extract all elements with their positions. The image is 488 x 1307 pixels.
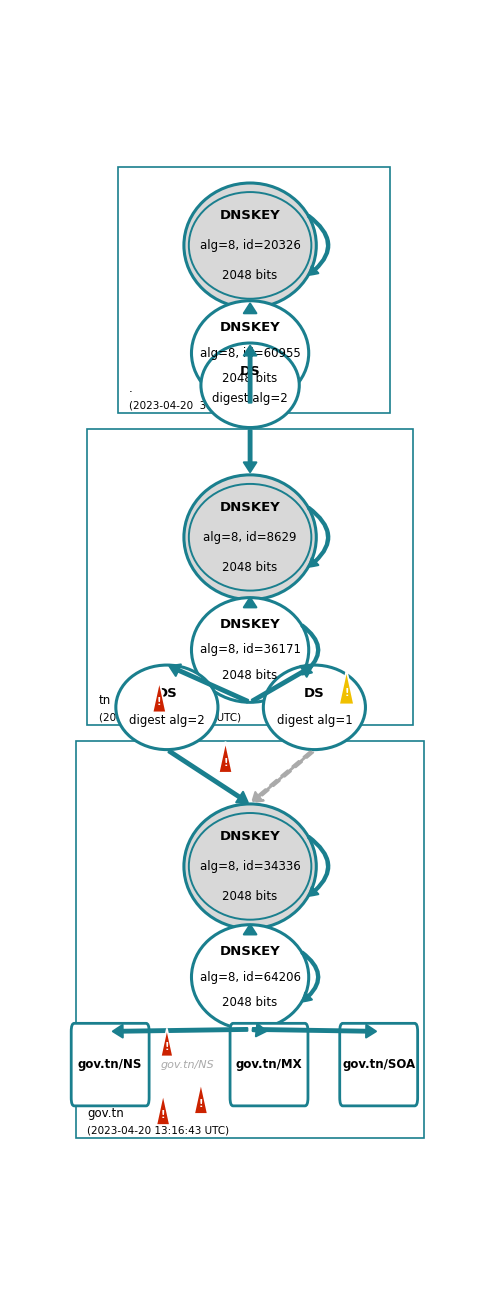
FancyArrowPatch shape [302, 625, 319, 674]
Text: (2023-04-20 13:16:43 UTC): (2023-04-20 13:16:43 UTC) [87, 1125, 229, 1134]
Text: 2048 bits: 2048 bits [223, 269, 278, 282]
Ellipse shape [201, 342, 299, 427]
Text: digest alg=2: digest alg=2 [212, 392, 288, 405]
Ellipse shape [184, 474, 316, 600]
Text: .: . [129, 383, 133, 395]
FancyArrowPatch shape [308, 216, 329, 274]
Polygon shape [156, 1094, 170, 1125]
Ellipse shape [184, 804, 316, 929]
Ellipse shape [116, 665, 218, 750]
Polygon shape [161, 1029, 173, 1056]
FancyBboxPatch shape [118, 167, 390, 413]
Text: gov.tn/NS: gov.tn/NS [161, 1060, 215, 1069]
Text: 2048 bits: 2048 bits [223, 996, 278, 1009]
Text: alg=8, id=34336: alg=8, id=34336 [200, 860, 301, 873]
Text: gov.tn/SOA: gov.tn/SOA [342, 1059, 415, 1072]
FancyArrowPatch shape [244, 346, 256, 403]
FancyArrowPatch shape [169, 664, 248, 702]
FancyArrowPatch shape [113, 1025, 247, 1038]
Ellipse shape [191, 301, 309, 405]
Text: !: ! [164, 1043, 169, 1052]
Text: DS: DS [304, 687, 325, 701]
Ellipse shape [191, 925, 309, 1030]
FancyArrowPatch shape [244, 925, 256, 935]
Ellipse shape [264, 665, 366, 750]
Text: gov.tn/MX: gov.tn/MX [236, 1059, 303, 1072]
Text: alg=8, id=60955: alg=8, id=60955 [200, 346, 301, 359]
FancyBboxPatch shape [71, 1023, 149, 1106]
FancyBboxPatch shape [340, 1023, 418, 1106]
Text: !: ! [224, 758, 228, 767]
Text: 2048 bits: 2048 bits [223, 669, 278, 681]
Polygon shape [153, 681, 166, 712]
Text: !: ! [199, 1099, 203, 1108]
Text: 2048 bits: 2048 bits [223, 890, 278, 903]
Text: !: ! [345, 689, 349, 698]
FancyArrowPatch shape [168, 750, 248, 802]
Text: (2023-04-20 13:16:34 UTC): (2023-04-20 13:16:34 UTC) [99, 712, 241, 723]
FancyArrowPatch shape [252, 750, 313, 802]
Text: DS: DS [240, 365, 261, 378]
Polygon shape [194, 1082, 208, 1114]
Text: 2048 bits: 2048 bits [223, 561, 278, 574]
Text: DNSKEY: DNSKEY [220, 209, 281, 222]
FancyArrowPatch shape [252, 667, 312, 702]
Polygon shape [219, 741, 232, 772]
Text: DNSKEY: DNSKEY [220, 322, 281, 335]
Ellipse shape [184, 183, 316, 307]
Text: gov.tn: gov.tn [87, 1107, 124, 1120]
Text: alg=8, id=8629: alg=8, id=8629 [203, 531, 297, 544]
Text: 2048 bits: 2048 bits [223, 371, 278, 384]
Text: alg=8, id=20326: alg=8, id=20326 [200, 239, 301, 252]
Text: DNSKEY: DNSKEY [220, 501, 281, 514]
Text: gov.tn/NS: gov.tn/NS [78, 1059, 142, 1072]
Text: !: ! [161, 1110, 165, 1120]
Text: DS: DS [157, 687, 177, 701]
Text: alg=8, id=36171: alg=8, id=36171 [200, 643, 301, 656]
FancyBboxPatch shape [76, 741, 424, 1138]
FancyArrowPatch shape [244, 430, 256, 472]
FancyArrowPatch shape [308, 836, 329, 895]
Text: tn: tn [99, 694, 111, 707]
Text: (2023-04-20  3:16:19 UTC): (2023-04-20 3:16:19 UTC) [129, 400, 268, 410]
FancyArrowPatch shape [308, 507, 329, 567]
Text: alg=8, id=64206: alg=8, id=64206 [200, 971, 301, 984]
FancyArrowPatch shape [302, 951, 319, 1001]
FancyArrowPatch shape [244, 303, 256, 314]
FancyBboxPatch shape [87, 429, 413, 725]
Polygon shape [339, 670, 354, 704]
Text: digest alg=1: digest alg=1 [277, 715, 352, 728]
FancyArrowPatch shape [253, 1023, 266, 1036]
Text: DNSKEY: DNSKEY [220, 618, 281, 631]
FancyArrowPatch shape [253, 1025, 376, 1038]
Text: !: ! [157, 698, 162, 707]
FancyBboxPatch shape [230, 1023, 308, 1106]
Ellipse shape [191, 597, 309, 702]
Text: DNSKEY: DNSKEY [220, 945, 281, 958]
FancyArrowPatch shape [244, 597, 256, 608]
Text: DNSKEY: DNSKEY [220, 830, 281, 843]
Text: digest alg=2: digest alg=2 [129, 715, 205, 728]
